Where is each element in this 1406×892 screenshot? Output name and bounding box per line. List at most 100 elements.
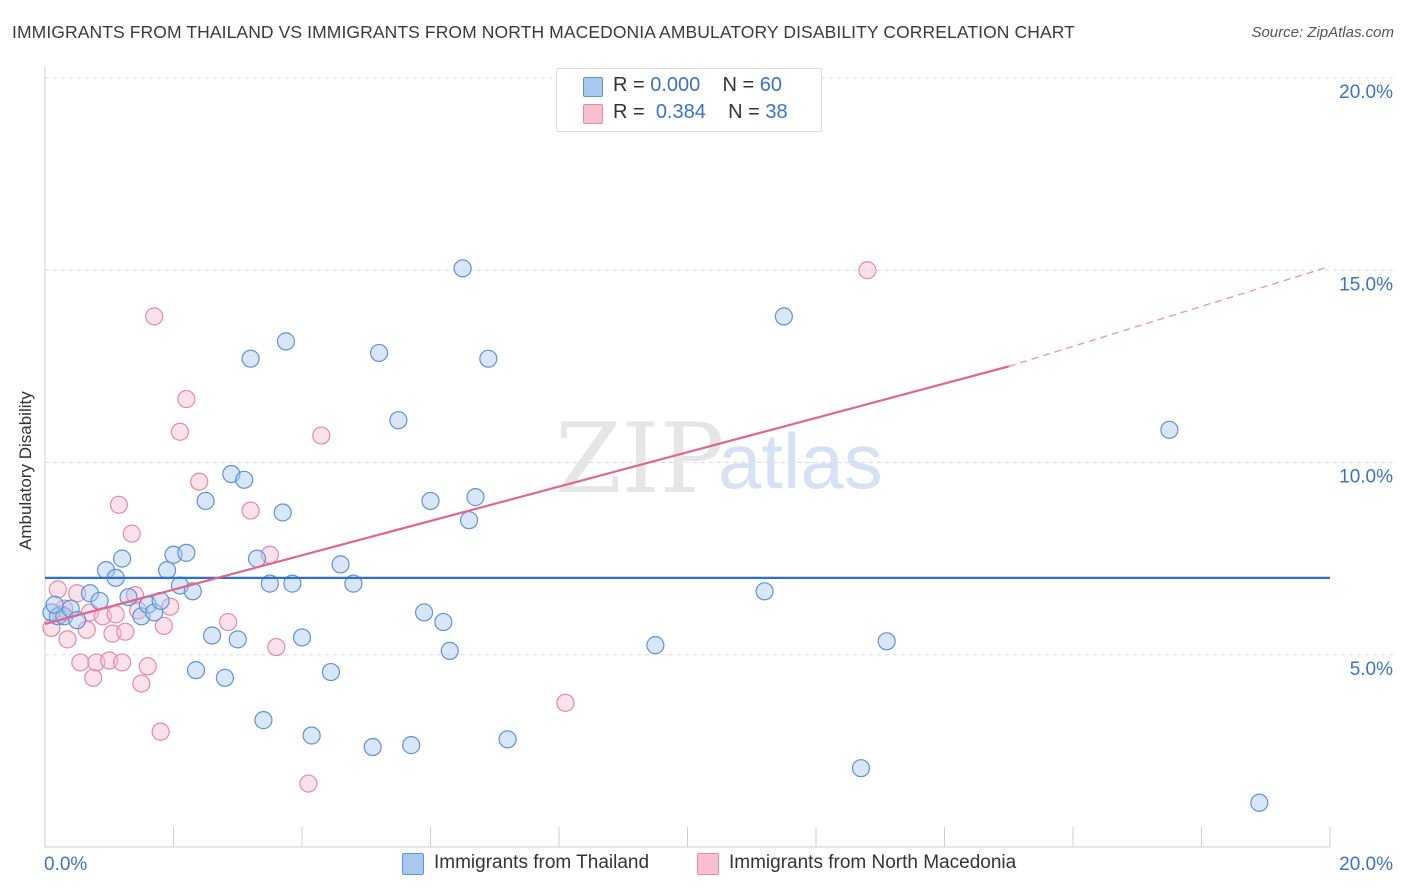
thailand-point	[215, 668, 234, 687]
source-label: Source: ZipAtlas.com	[1251, 24, 1394, 41]
legend-n-value: 38	[765, 101, 788, 123]
legend-n-label: N =	[722, 74, 760, 96]
watermark-zip: ZIP	[555, 403, 724, 515]
thailand-point	[302, 726, 321, 745]
thailand-point	[344, 574, 363, 593]
thailand-point	[196, 491, 215, 511]
thailand-point	[235, 470, 254, 489]
thailand-point	[292, 628, 312, 647]
thailand-point	[414, 603, 434, 622]
bottom-legend-label-thailand: Immigrants from Thailand	[434, 852, 650, 873]
thailand-point	[45, 595, 64, 614]
macedonia-point	[161, 597, 180, 616]
macedonia-point	[84, 668, 103, 687]
macedonia-point	[71, 653, 90, 672]
macedonia-point	[138, 657, 157, 676]
thailand-point	[877, 632, 896, 651]
y-tick-label: 15.0%	[1339, 274, 1393, 295]
macedonia-point	[151, 722, 170, 741]
thailand-point	[421, 491, 440, 511]
bottom-legend-swatch-thailand	[402, 853, 424, 875]
thailand-point	[851, 759, 871, 778]
macedonia-trend-line	[44, 365, 1010, 626]
bottom-legend-swatch-macedonia	[697, 853, 719, 875]
thailand-point	[646, 636, 665, 655]
thailand-point	[479, 349, 498, 368]
macedonia-point	[219, 612, 238, 632]
thailand-point	[459, 511, 479, 530]
thailand-point	[774, 307, 793, 326]
thailand-point	[389, 411, 408, 430]
macedonia-point	[145, 307, 164, 326]
y-axis-label-wrap: Ambulatory Disability	[16, 391, 35, 551]
thailand-point	[498, 730, 517, 749]
thailand-point	[177, 543, 196, 562]
thailand-point	[466, 488, 485, 507]
thailand-point	[247, 549, 267, 568]
thailand-point	[254, 711, 273, 730]
thailand-point	[1250, 793, 1269, 812]
macedonia-point	[132, 674, 151, 693]
y-axis-label: Ambulatory Disability	[16, 391, 35, 550]
thailand-point	[283, 574, 302, 593]
thailand-point	[755, 582, 774, 601]
legend-r-value: 0.384	[655, 101, 706, 123]
macedonia-point	[241, 501, 260, 520]
macedonia-point	[122, 524, 141, 543]
macedonia-point	[299, 774, 318, 793]
macedonia-trend-extension	[1008, 265, 1331, 367]
bottom-legend-label-macedonia: Immigrants from North Macedonia	[729, 852, 1017, 873]
chart-title: IMMIGRANTS FROM THAILAND VS IMMIGRANTS F…	[12, 22, 1075, 42]
x-tick-label: 0.0%	[44, 854, 87, 875]
x-tick-label: 20.0%	[1339, 854, 1393, 875]
thailand-point	[186, 661, 206, 680]
thailand-point	[260, 574, 279, 593]
macedonia-point	[109, 495, 128, 514]
legend: R = 0.000 N = 60 R = 0.384 N = 38	[556, 68, 822, 132]
thailand-point	[440, 641, 459, 661]
legend-text-macedonia: R = 0.384 N = 38	[613, 101, 788, 124]
macedonia-point	[68, 584, 87, 603]
thailand-point	[1160, 420, 1179, 439]
macedonia-point	[312, 426, 331, 445]
thailand-point	[80, 584, 100, 603]
thailand-point	[241, 349, 260, 368]
thailand-point	[363, 737, 382, 757]
macedonia-point	[116, 622, 135, 641]
thailand-point	[183, 582, 202, 601]
y-tick-label: 5.0%	[1350, 659, 1393, 680]
thailand-point	[273, 503, 292, 522]
thailand-point	[228, 630, 247, 649]
legend-n-label: N =	[728, 101, 766, 123]
y-tick-label: 20.0%	[1339, 82, 1393, 103]
macedonia-point	[154, 616, 173, 636]
thailand-point	[157, 561, 177, 580]
macedonia-point	[112, 653, 132, 672]
legend-n-value: 60	[759, 74, 783, 96]
thailand-point	[370, 343, 389, 363]
macedonia-point	[129, 601, 148, 620]
thailand-point	[453, 259, 472, 278]
thailand-point	[402, 736, 421, 755]
legend-swatch-thailand	[583, 77, 603, 97]
legend-r-label: R =	[613, 74, 651, 96]
macedonia-point	[106, 605, 125, 624]
watermark-atlas: atlas	[718, 417, 883, 505]
macedonia-point	[58, 630, 77, 649]
thailand-point	[145, 603, 164, 622]
macedonia-point	[190, 472, 209, 491]
macedonia-point	[77, 620, 96, 639]
macedonia-point	[556, 693, 575, 712]
thailand-point	[331, 555, 350, 574]
legend-swatch-macedonia	[583, 104, 603, 124]
macedonia-point	[48, 580, 67, 599]
macedonia-point	[267, 637, 286, 657]
macedonia-point	[177, 389, 196, 409]
thailand-point	[434, 612, 453, 632]
legend-text-thailand: R = 0.000 N = 60	[613, 74, 782, 97]
legend-r-value: 0.000	[650, 74, 701, 96]
macedonia-point	[170, 422, 190, 441]
y-tick-label: 10.0%	[1339, 467, 1393, 488]
thailand-point	[321, 662, 341, 682]
